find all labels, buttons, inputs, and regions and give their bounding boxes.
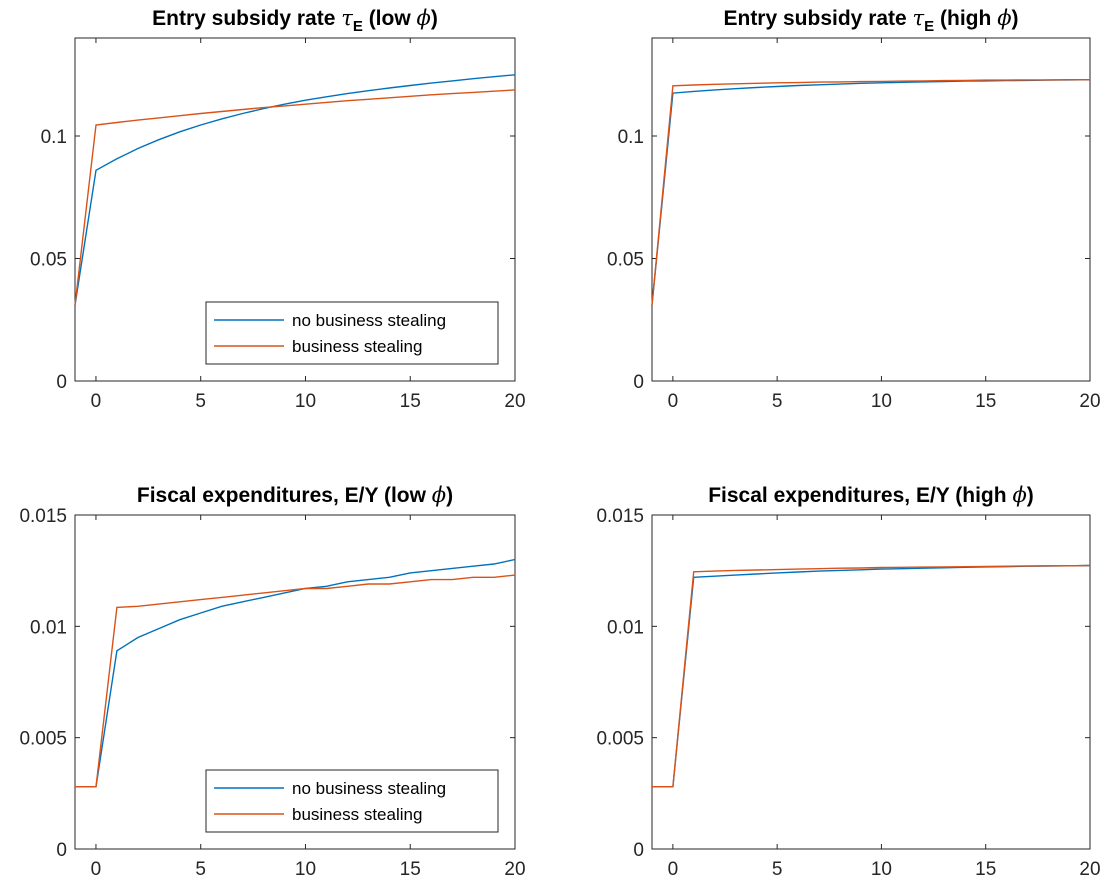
title-text: Entry subsidy rate bbox=[152, 7, 341, 30]
title-suffix-close: ) bbox=[1012, 7, 1019, 30]
y-tick-label: 0.1 bbox=[41, 127, 67, 148]
x-tick-label: 0 bbox=[91, 391, 102, 412]
title-suffix-close: ) bbox=[446, 484, 453, 507]
title-suffix-open: (low bbox=[384, 484, 432, 507]
legend-label: no business stealing bbox=[292, 311, 446, 330]
title-text: Fiscal expenditures, E/Y bbox=[708, 484, 955, 507]
x-tick-label: 5 bbox=[195, 391, 206, 412]
y-tick-label: 0.015 bbox=[596, 506, 644, 527]
title-subscript: E bbox=[924, 18, 934, 35]
plot-area bbox=[651, 514, 1091, 850]
x-tick-label: 0 bbox=[668, 391, 679, 412]
legend-label: business stealing bbox=[292, 805, 422, 824]
legend-box bbox=[205, 769, 499, 833]
x-tick-label: 5 bbox=[195, 859, 206, 880]
title-phi: ϕ bbox=[1012, 483, 1026, 507]
series-line-no-business-stealing bbox=[75, 558, 516, 788]
chart-panel-1: 0 5 10 15 20 0 0.05 0.1 Entry subsidy rate τE (l… bbox=[30, 6, 526, 412]
x-tick-label: 0 bbox=[91, 859, 102, 880]
x-tick-label: 5 bbox=[772, 391, 783, 412]
chart-title: Fiscal expenditures, E/Y (low ϕ) bbox=[137, 483, 453, 507]
y-tick-label: 0.005 bbox=[19, 729, 67, 750]
plot-area bbox=[651, 37, 1091, 382]
legend-label: no business stealing bbox=[292, 779, 446, 798]
chart-panel-4: 0 5 10 15 20 0 0.005 0.01 0.015 Fiscal expenditur… bbox=[596, 483, 1100, 880]
title-phi: ϕ bbox=[417, 6, 431, 30]
title-suffix-close: ) bbox=[431, 7, 438, 30]
x-tick-label: 20 bbox=[504, 859, 525, 880]
title-suffix-open: (high bbox=[955, 484, 1012, 507]
title-text: Entry subsidy rate bbox=[723, 7, 912, 30]
x-tick-label: 10 bbox=[871, 859, 892, 880]
series-line-no-business-stealing bbox=[74, 74, 516, 306]
chart-title: Entry subsidy rate τE (high ϕ) bbox=[723, 6, 1018, 35]
y-tick-label: 0 bbox=[56, 840, 67, 861]
series-line-business-stealing bbox=[75, 574, 516, 788]
x-tick-label: 0 bbox=[668, 859, 679, 880]
x-tick-label: 10 bbox=[871, 391, 892, 412]
title-subscript: E bbox=[353, 18, 363, 35]
x-tick-label: 10 bbox=[295, 391, 316, 412]
title-suffix-open: (low bbox=[369, 7, 417, 30]
x-tick-label: 15 bbox=[400, 859, 421, 880]
chart-title: Entry subsidy rate τE (low ϕ) bbox=[152, 6, 438, 35]
y-tick-label: 0.1 bbox=[618, 127, 644, 148]
y-tick-label: 0 bbox=[56, 372, 67, 393]
x-tick-label: 20 bbox=[504, 391, 525, 412]
y-tick-label: 0 bbox=[633, 372, 644, 393]
x-tick-label: 15 bbox=[975, 391, 996, 412]
title-suffix-open: (high bbox=[940, 7, 997, 30]
chart-panel-2: 0 5 10 15 20 0 0.05 0.1 Entry subsidy rate τE (h… bbox=[607, 6, 1101, 412]
y-tick-label: 0.01 bbox=[30, 617, 67, 638]
legend-label: business stealing bbox=[292, 337, 422, 356]
chart-title: Fiscal expenditures, E/Y (high ϕ) bbox=[708, 483, 1034, 507]
chart-panel-3: 0 5 10 15 20 0 0.005 0.01 0.015 Fiscal expenditur… bbox=[19, 483, 525, 880]
legend: no business stealing business stealing bbox=[205, 301, 499, 365]
y-tick-label: 0.05 bbox=[607, 250, 644, 271]
y-tick-label: 0.015 bbox=[19, 506, 67, 527]
x-tick-label: 15 bbox=[975, 859, 996, 880]
title-phi: ϕ bbox=[997, 6, 1011, 30]
title-phi: ϕ bbox=[432, 483, 446, 507]
x-tick-label: 15 bbox=[400, 391, 421, 412]
legend-box bbox=[205, 301, 499, 365]
title-symbol: τ bbox=[341, 6, 353, 30]
series-line-business-stealing bbox=[74, 89, 516, 306]
x-tick-label: 5 bbox=[772, 859, 783, 880]
series-line-business-stealing bbox=[651, 78, 1090, 306]
y-tick-label: 0.005 bbox=[596, 729, 644, 750]
title-suffix-close: ) bbox=[1027, 484, 1034, 507]
y-tick-label: 0.01 bbox=[607, 617, 644, 638]
y-tick-label: 0 bbox=[633, 840, 644, 861]
title-text: Fiscal expenditures, E/Y bbox=[137, 484, 384, 507]
legend: no business stealing business stealing bbox=[205, 769, 499, 833]
x-tick-label: 20 bbox=[1079, 391, 1100, 412]
x-tick-label: 10 bbox=[295, 859, 316, 880]
title-symbol: τ bbox=[913, 6, 925, 30]
series-line-business-stealing bbox=[652, 564, 1091, 788]
y-tick-label: 0.05 bbox=[30, 250, 67, 271]
x-tick-label: 20 bbox=[1079, 859, 1100, 880]
